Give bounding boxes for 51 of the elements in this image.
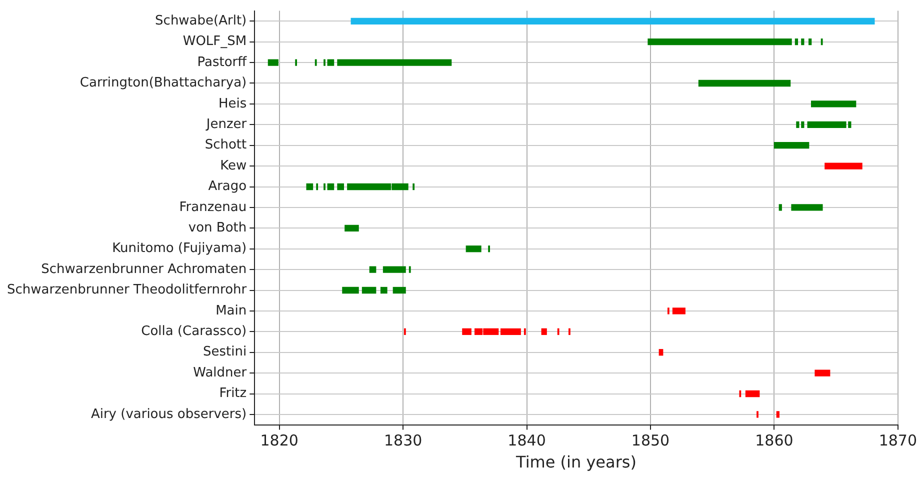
bar [801, 38, 804, 46]
y-tick-label: Schwarzenbrunner Achromaten [41, 262, 247, 277]
y-tick-label: Carrington(Bhattacharya) [80, 76, 247, 91]
y-tick-label: Schwarzenbrunner Theodolitfernrohr [6, 282, 248, 298]
bar [794, 38, 798, 46]
bar [327, 183, 334, 190]
y-tick-label: WOLF_SM [182, 34, 247, 50]
bar [337, 183, 344, 190]
bar [362, 286, 376, 294]
bar [327, 59, 334, 66]
y-tick-label: Kew [220, 158, 247, 174]
bar [337, 59, 452, 66]
x-axis-title: Time (in years) [515, 452, 636, 472]
y-tick-label: Arago [208, 179, 247, 194]
y-tick-label: Airy (various observers) [90, 406, 247, 422]
x-tick-label: 1830 [384, 432, 422, 450]
bar [466, 246, 482, 252]
bar [342, 286, 359, 294]
x-tick-label: 1870 [878, 432, 918, 450]
y-tick-label: Jenzer [205, 117, 248, 132]
y-tick-label: Franzenau [179, 200, 247, 215]
bar [268, 59, 278, 66]
bar [791, 204, 823, 211]
y-tick-label: von Both [188, 220, 247, 236]
bar [698, 80, 791, 87]
y-tick-label: Schott [204, 138, 247, 153]
y-tick-label: Heis [218, 96, 247, 112]
x-tick-label: 1860 [755, 432, 794, 450]
y-tick-label: Sestini [203, 344, 247, 360]
y-tick-label: Fritz [219, 386, 247, 402]
y-tick-label: Kunitomo (Fujiyama) [112, 241, 247, 256]
y-tick-label: Schwabe(Arlt) [155, 14, 247, 29]
bar [382, 266, 406, 273]
bar [648, 38, 792, 46]
bar [392, 286, 406, 294]
y-tick-label: Waldner [193, 365, 248, 380]
x-tick-label: 1820 [260, 432, 298, 450]
bar [380, 286, 388, 294]
bar [306, 183, 314, 190]
bar [344, 224, 359, 232]
y-tick-label: Colla (Carassco) [141, 324, 247, 340]
bar [810, 100, 856, 108]
y-tick-label: Main [216, 303, 247, 318]
x-tick-label: 1840 [508, 432, 546, 450]
bar [774, 142, 810, 149]
bar [350, 18, 875, 24]
y-tick-label: Pastorff [197, 54, 248, 70]
bar [808, 38, 812, 46]
x-tick-label: 1850 [631, 432, 670, 450]
bar [778, 204, 782, 211]
bar [369, 266, 376, 273]
